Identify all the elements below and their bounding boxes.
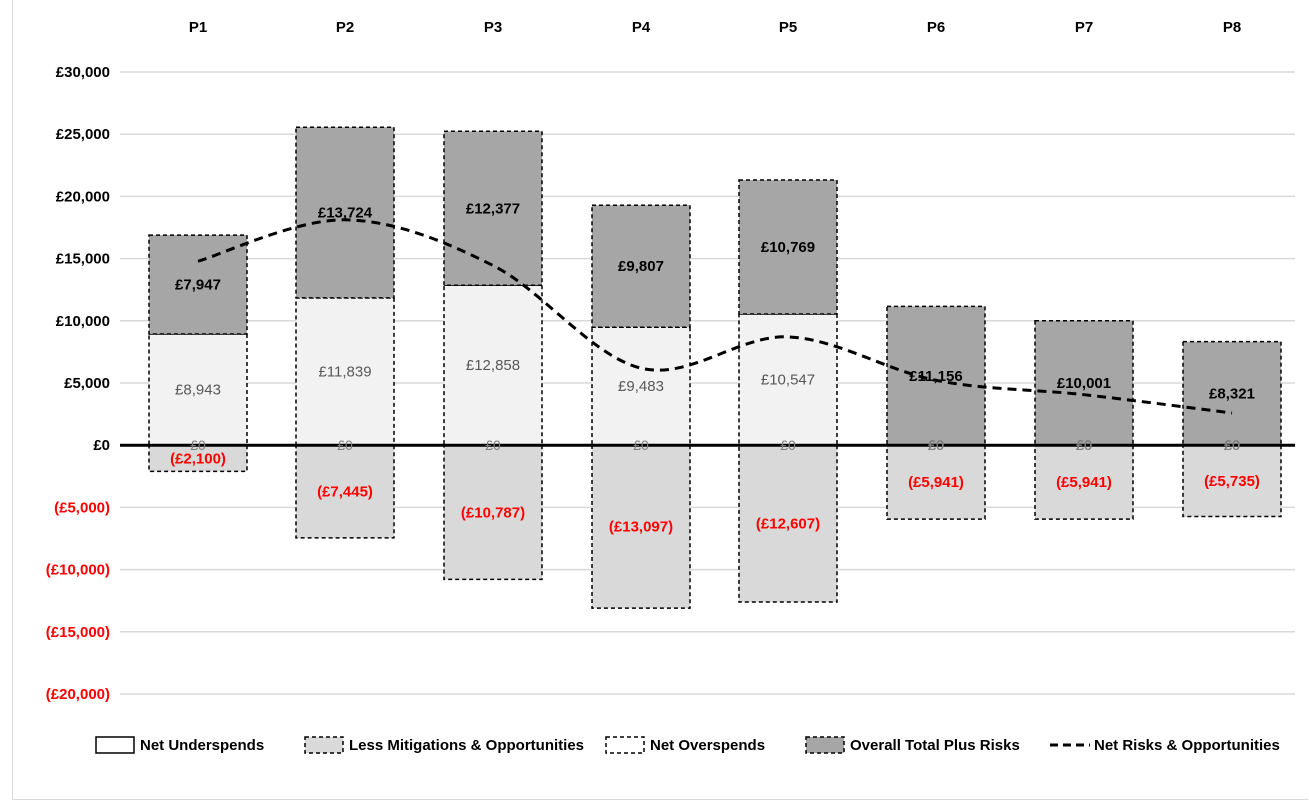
data-label-mitigations: (£7,445) <box>317 484 373 501</box>
data-label-overall-total: £8,321 <box>1209 385 1255 402</box>
x-tick-label: P4 <box>632 19 651 36</box>
data-label-overspend: £0 <box>780 437 796 453</box>
y-tick-label: £0 <box>93 437 110 454</box>
data-label-mitigations: (£13,097) <box>609 519 673 536</box>
data-label-mitigations: (£5,941) <box>908 474 964 491</box>
y-tick-label: £30,000 <box>56 64 110 81</box>
y-tick-label: (£20,000) <box>46 686 110 703</box>
bar-overall-total <box>1034 320 1134 446</box>
data-label-overall-total: £11,156 <box>909 368 962 385</box>
x-tick-label: P8 <box>1223 19 1241 36</box>
y-tick-label: £15,000 <box>56 251 110 268</box>
legend-net-underspends-label: Net Underspends <box>140 737 264 754</box>
data-label-overspend: £0 <box>928 437 944 453</box>
bar-mitigations <box>443 444 543 581</box>
data-label-overall-total: £13,724 <box>318 205 373 222</box>
legend-net-overspends-label: Net Overspends <box>650 737 765 754</box>
legend-less-mitigations-swatch <box>304 736 344 754</box>
bar-overall-total <box>591 204 691 328</box>
data-label-overall-total: £9,807 <box>618 258 664 275</box>
bar-underspend <box>443 284 543 446</box>
bar-overall-total <box>295 126 395 299</box>
y-tick-label: £10,000 <box>56 313 110 330</box>
legend-less-mitigations-label: Less Mitigations & Opportunities <box>349 737 584 754</box>
y-tick-label: £20,000 <box>56 188 110 205</box>
x-tick-label: P1 <box>189 19 207 36</box>
bar-mitigations <box>738 444 838 603</box>
data-label-overall-total: £12,377 <box>466 200 520 217</box>
y-tick-label: £5,000 <box>64 375 110 392</box>
data-label-underspend: £0 <box>1224 437 1241 454</box>
bar-overall-total <box>886 305 986 446</box>
bar-overall-total <box>738 179 838 315</box>
data-label-overspend: £0 <box>1076 437 1092 453</box>
legend-overall-total-label: Overall Total Plus Risks <box>850 737 1020 754</box>
y-tick-label: £25,000 <box>56 126 110 143</box>
bar-underspend <box>148 333 248 446</box>
legend-net-risks-label: Net Risks & Opportunities <box>1094 737 1280 754</box>
data-label-overall-total: £10,001 <box>1057 375 1111 392</box>
y-tick-label: (£10,000) <box>46 562 110 579</box>
data-label-overspend: £0 <box>1224 437 1240 453</box>
x-tick-label: P5 <box>779 19 797 36</box>
net-risks-line <box>197 218 1233 415</box>
legend-overall-total-swatch <box>805 736 845 754</box>
y-tick-label: (£15,000) <box>46 624 110 641</box>
bar-overall-total <box>1182 340 1282 446</box>
bar-mitigations <box>1182 444 1282 518</box>
y-tick-label: (£5,000) <box>54 499 110 516</box>
data-label-mitigations: (£5,941) <box>1056 474 1112 491</box>
data-label-overspend: £0 <box>485 437 501 453</box>
data-label-underspend: £9,483 <box>618 378 664 395</box>
data-label-overall-total: £10,769 <box>761 239 815 256</box>
data-label-underspend: £10,547 <box>761 372 815 389</box>
chart-frame <box>12 0 1308 800</box>
bar-underspend <box>295 297 395 446</box>
legend-net-overspends-swatch <box>605 736 645 754</box>
legend-net-underspends-swatch <box>95 736 135 754</box>
bar-mitigations <box>591 444 691 609</box>
data-label-mitigations: (£10,787) <box>461 504 525 521</box>
x-tick-label: P7 <box>1075 19 1093 36</box>
x-tick-label: P2 <box>336 19 354 36</box>
data-label-underspend: £11,839 <box>318 364 371 381</box>
data-label-overspend: £0 <box>633 437 649 453</box>
data-label-underspend: £0 <box>1076 437 1093 454</box>
data-label-overspend: £0 <box>337 437 353 453</box>
data-label-overspend: £0 <box>190 437 206 453</box>
data-label-mitigations: (£2,100) <box>170 450 226 467</box>
data-label-mitigations: (£12,607) <box>756 516 820 533</box>
data-label-underspend: £8,943 <box>175 382 221 399</box>
data-label-mitigations: (£5,735) <box>1204 473 1260 490</box>
data-label-overall-total: £7,947 <box>175 277 221 294</box>
data-label-underspend: £0 <box>928 437 945 454</box>
data-label-underspend: £12,858 <box>466 357 520 374</box>
bar-overall-total <box>148 234 248 335</box>
x-tick-label: P3 <box>484 19 502 36</box>
bar-overall-total <box>443 130 543 286</box>
bar-mitigations <box>886 444 986 520</box>
x-tick-label: P6 <box>927 19 945 36</box>
